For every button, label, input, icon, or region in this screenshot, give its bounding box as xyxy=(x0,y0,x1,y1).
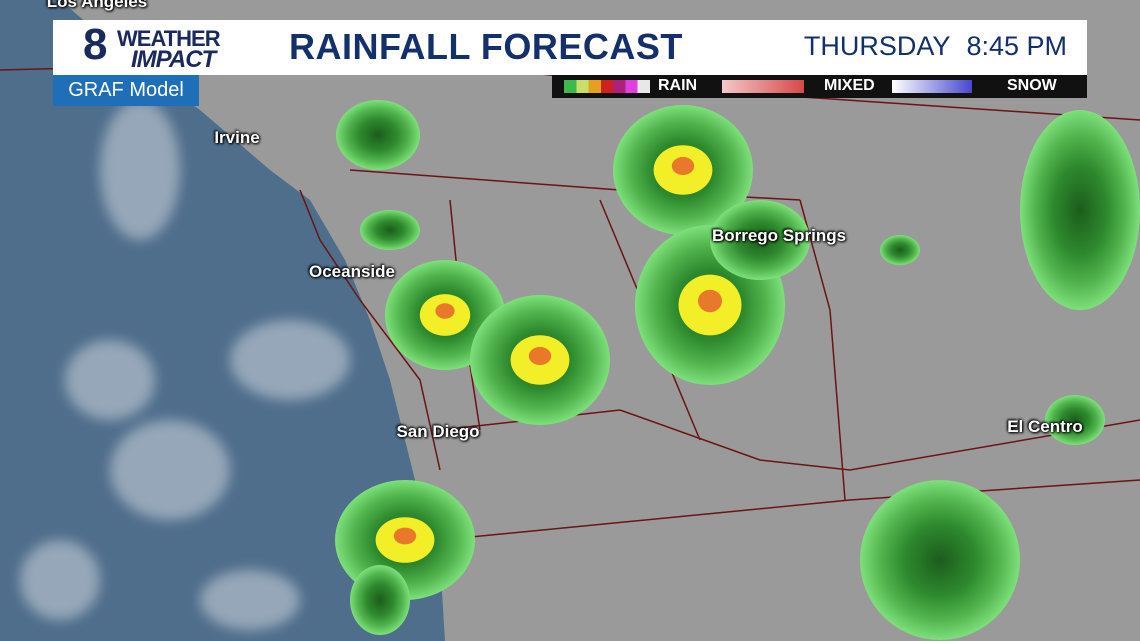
rain-area xyxy=(860,480,1020,640)
very-heavy-rain-core xyxy=(698,289,722,313)
legend-label-snow: SNOW xyxy=(1007,77,1057,94)
page-title: RAINFALL FORECAST xyxy=(289,26,683,67)
rain-area xyxy=(880,235,920,265)
city-label: Irvine xyxy=(214,128,260,147)
logo-line2: IMPACT xyxy=(131,46,216,73)
rain-area xyxy=(336,100,420,170)
rain-area xyxy=(1020,110,1140,310)
city-label: El Centro xyxy=(1007,417,1083,436)
mixed-color-bar xyxy=(722,80,804,93)
title-banner: 8 WEATHER IMPACT RAINFALL FORECAST THURS… xyxy=(53,20,1087,75)
station-logo: 8 WEATHER IMPACT xyxy=(65,20,265,73)
rain-color-bar xyxy=(564,80,650,93)
city-label: Oceanside xyxy=(309,262,395,281)
precipitation xyxy=(335,100,1140,640)
precip-legend: RAIN MIXED SNOW xyxy=(552,75,1087,98)
rain-area xyxy=(710,200,810,280)
legend-label-rain: RAIN xyxy=(658,77,698,94)
clouds xyxy=(20,100,350,630)
very-heavy-rain-core xyxy=(528,346,552,366)
very-heavy-rain-core xyxy=(671,156,695,176)
logo-number: 8 xyxy=(83,20,108,69)
city-label: San Diego xyxy=(396,422,480,441)
very-heavy-rain-core xyxy=(435,303,455,319)
rain-area xyxy=(360,210,420,250)
forecast-day: THURSDAY xyxy=(803,31,951,61)
rain-area xyxy=(350,565,410,635)
rain-area xyxy=(1045,395,1105,445)
logo-line1: WEATHER xyxy=(117,26,221,51)
model-badge: GRAF Model xyxy=(53,75,199,106)
snow-color-bar xyxy=(892,80,972,93)
legend-label-mixed: MIXED xyxy=(824,77,875,94)
city-label: Los Angeles xyxy=(46,0,148,11)
forecast-clock: 8:45 PM xyxy=(966,31,1067,61)
very-heavy-rain-core xyxy=(393,527,417,545)
city-label: Borrego Springs xyxy=(711,226,847,245)
forecast-time: THURSDAY 8:45 PM xyxy=(788,31,1067,62)
